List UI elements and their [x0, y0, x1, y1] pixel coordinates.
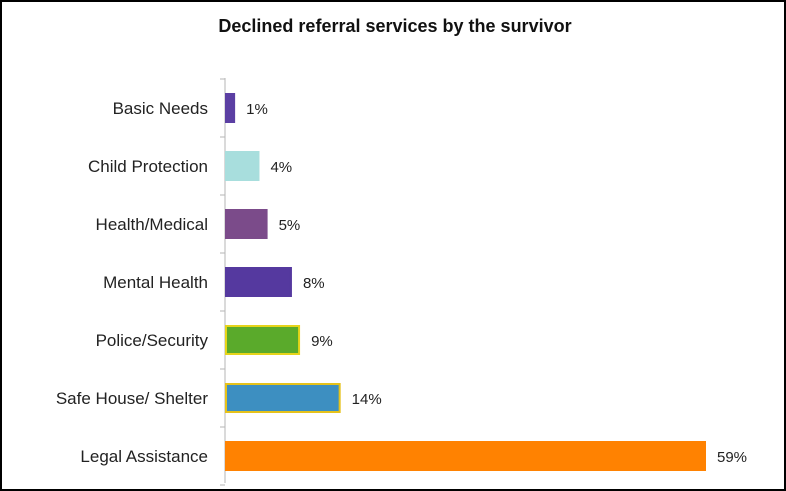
data-label: 59% — [717, 449, 747, 466]
bar — [225, 93, 236, 123]
data-label: 4% — [270, 159, 292, 176]
category-label: Mental Health — [103, 273, 208, 292]
bar — [225, 441, 706, 471]
data-label: 1% — [246, 101, 268, 118]
category-label: Safe House/ Shelter — [56, 389, 208, 408]
data-label: 8% — [303, 275, 325, 292]
category-label: Child Protection — [88, 157, 208, 176]
bar — [225, 325, 301, 355]
category-label: Police/Security — [96, 331, 209, 350]
bar — [225, 383, 341, 413]
data-label: 9% — [311, 333, 333, 350]
bar — [225, 267, 292, 297]
chart-title: Declined referral services by the surviv… — [218, 16, 572, 36]
category-label: Legal Assistance — [80, 447, 208, 466]
data-label: 14% — [352, 391, 382, 408]
bar — [225, 151, 260, 181]
category-label: Basic Needs — [113, 99, 208, 118]
category-label: Health/Medical — [96, 215, 208, 234]
data-label: 5% — [279, 217, 301, 234]
bar — [225, 209, 268, 239]
